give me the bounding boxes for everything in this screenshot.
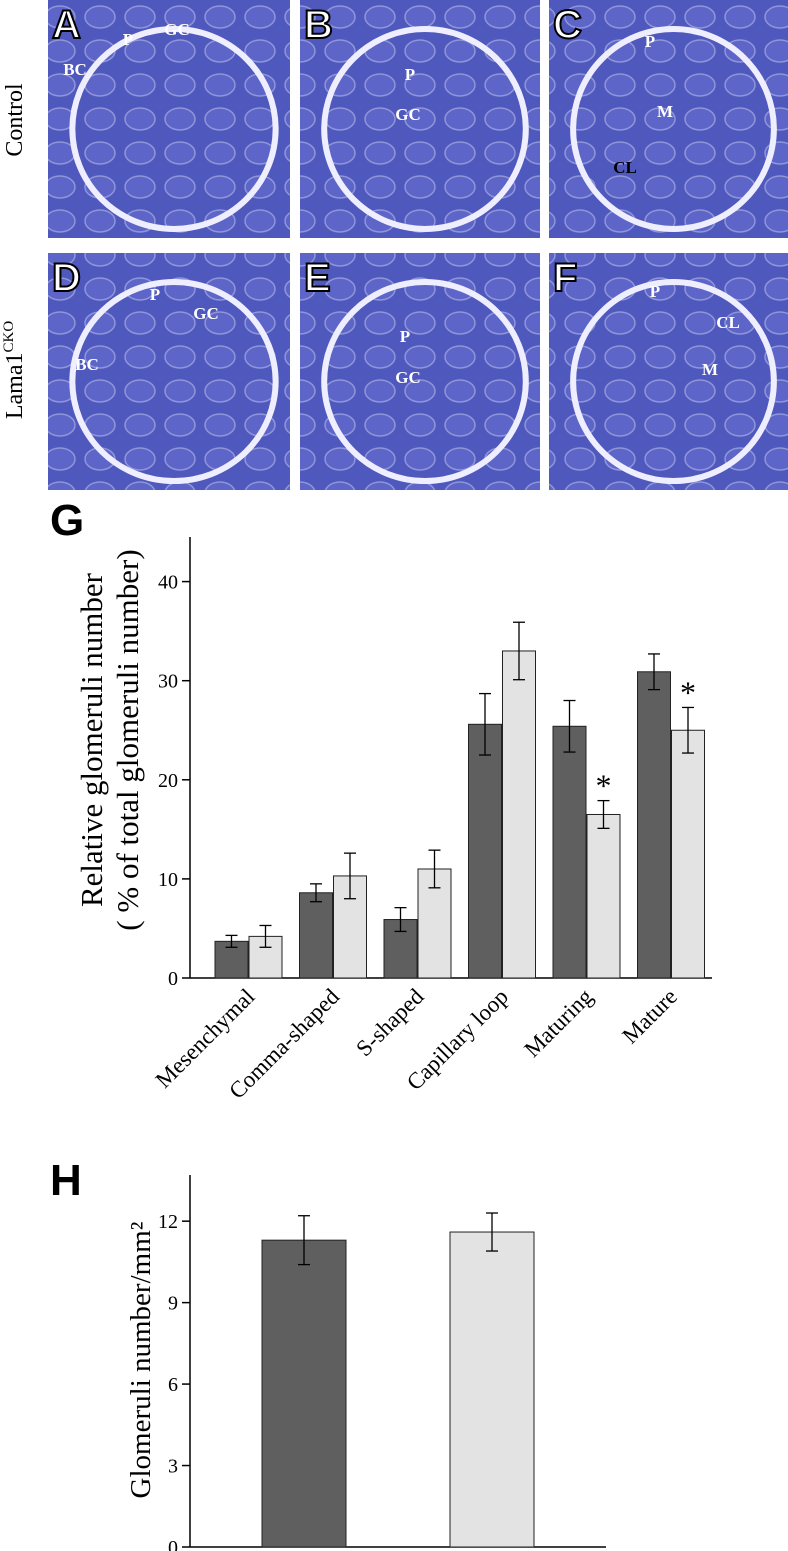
row-label-sup: CKO bbox=[1, 321, 17, 353]
row-label: Lama1CKO bbox=[1, 321, 28, 419]
y-tick-label: 10 bbox=[158, 869, 178, 891]
panel-letter: D bbox=[52, 256, 81, 300]
y-tick-label: 12 bbox=[158, 1211, 178, 1233]
row-label-base: Lama1 bbox=[2, 353, 28, 420]
glomerulus-outline bbox=[69, 278, 279, 485]
image-label: GC bbox=[164, 20, 190, 39]
bar bbox=[671, 729, 705, 979]
image-label: BC bbox=[63, 60, 87, 79]
image-label: P bbox=[650, 282, 660, 301]
bar bbox=[383, 919, 418, 979]
image-label: P bbox=[123, 30, 133, 49]
panel-letter: C bbox=[553, 3, 582, 47]
y-tick-label: 30 bbox=[158, 671, 178, 693]
micrograph bbox=[549, 253, 788, 490]
image-label: M bbox=[702, 360, 718, 379]
bar bbox=[502, 650, 536, 979]
glomerulus-outline bbox=[570, 278, 777, 485]
image-label: GC bbox=[395, 105, 421, 124]
image-label: P bbox=[150, 285, 160, 304]
y-tick-label: 0 bbox=[168, 968, 178, 990]
panel-letter: H bbox=[50, 1156, 82, 1205]
panel-letter: A bbox=[52, 3, 81, 47]
x-tick-label: S-shaped bbox=[351, 984, 429, 1062]
image-label: P bbox=[645, 32, 655, 51]
bar bbox=[248, 935, 283, 979]
y-axis-label: Glomeruli number/mm² bbox=[125, 1221, 157, 1498]
image-label: CL bbox=[716, 313, 740, 332]
glomerulus-outline bbox=[570, 26, 777, 232]
y-tick-label: 0 bbox=[168, 1537, 178, 1551]
y-tick-label: 6 bbox=[168, 1374, 178, 1396]
bar bbox=[552, 725, 587, 979]
panel-letter: F bbox=[553, 256, 577, 300]
bar bbox=[586, 813, 621, 979]
glomerulus-outline bbox=[69, 26, 279, 232]
bar bbox=[299, 892, 333, 979]
y-tick-label: 20 bbox=[158, 770, 178, 792]
x-tick-label: Mature bbox=[617, 984, 682, 1049]
bar bbox=[261, 1239, 347, 1548]
significance-mark: * bbox=[596, 768, 612, 804]
image-label: GC bbox=[193, 304, 219, 323]
image-label: P bbox=[405, 65, 415, 84]
y-axis-label: ( % of total glomeruli number) bbox=[110, 549, 145, 930]
x-tick-label: Maturing bbox=[519, 984, 598, 1063]
bar bbox=[637, 671, 671, 979]
image-label: M bbox=[657, 102, 673, 121]
panel-letter: B bbox=[304, 3, 333, 47]
y-tick-label: 3 bbox=[168, 1456, 178, 1478]
image-label: GC bbox=[395, 368, 421, 387]
image-label: CL bbox=[613, 158, 637, 177]
image-label: BC bbox=[75, 355, 99, 374]
bar bbox=[468, 723, 502, 979]
y-tick-label: 9 bbox=[168, 1293, 178, 1315]
y-axis-label: Relative glomeruli number bbox=[74, 572, 109, 907]
row-label: Control bbox=[2, 83, 28, 157]
significance-mark: * bbox=[680, 674, 696, 710]
panel-letter: E bbox=[304, 256, 331, 300]
panel-letter: G bbox=[50, 496, 84, 545]
glomerulus-outline bbox=[321, 26, 529, 232]
y-tick-label: 40 bbox=[158, 572, 178, 594]
glomerulus-outline bbox=[321, 278, 529, 485]
bar bbox=[449, 1231, 535, 1548]
image-label: P bbox=[400, 327, 410, 346]
